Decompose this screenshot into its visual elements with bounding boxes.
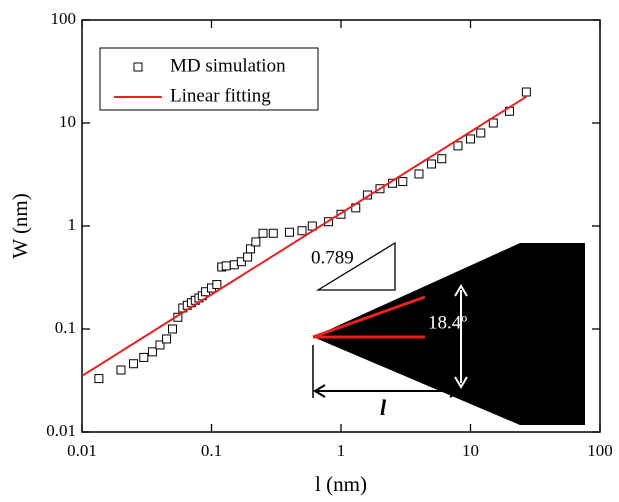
x-tick-label: 0.01 [67, 441, 97, 460]
marker [116, 365, 126, 375]
y-axis-label: W (nm) [8, 193, 32, 259]
legend-marker [133, 62, 143, 72]
marker [437, 154, 447, 164]
x-tick-label: 1 [337, 441, 346, 460]
slope-label: 0.789 [311, 247, 354, 268]
fit-line [81, 95, 527, 377]
marker [243, 252, 253, 262]
y-tick-label: 0.01 [46, 421, 76, 440]
marker [251, 237, 261, 247]
slope-triangle [315, 241, 396, 291]
marker [139, 352, 149, 362]
y-tick-label: 10 [59, 112, 76, 131]
marker [414, 169, 424, 179]
x-axis-label: l (nm) [315, 472, 367, 496]
marker [94, 374, 104, 384]
wedge-edge-line [312, 295, 426, 339]
legend-box [99, 47, 319, 111]
marker [307, 221, 317, 231]
marker [168, 324, 178, 334]
marker [284, 227, 294, 237]
legend-label: Linear fitting [170, 85, 271, 106]
marker [162, 334, 172, 344]
y-tick-label: 100 [51, 9, 77, 28]
marker [245, 244, 255, 254]
x-tick-label: 100 [587, 441, 613, 460]
legend-label: MD simulation [170, 55, 286, 76]
marker [147, 347, 157, 357]
marker [476, 128, 486, 138]
x-tick-label: 0.1 [201, 441, 222, 460]
marker [212, 280, 222, 290]
marker [268, 228, 278, 238]
wedge-shape [313, 243, 585, 425]
marker [488, 118, 498, 128]
w-arrow-heads [454, 284, 468, 389]
angle-label: 18.4º [428, 312, 467, 333]
marker [221, 261, 231, 271]
marker [521, 87, 531, 97]
marker [236, 257, 246, 267]
marker [155, 340, 165, 350]
y-tick-label: 1 [68, 215, 77, 234]
l-label: l [380, 395, 387, 420]
y-tick-label: 0.1 [55, 318, 76, 337]
marker [297, 226, 307, 236]
x-tick-label: 10 [462, 441, 479, 460]
marker [427, 159, 437, 169]
marker [398, 177, 408, 187]
marker [466, 134, 475, 144]
marker [453, 141, 463, 151]
w-label: W [470, 327, 491, 352]
marker [258, 228, 268, 238]
marker [129, 359, 139, 369]
l-arrow-heads [313, 384, 462, 398]
